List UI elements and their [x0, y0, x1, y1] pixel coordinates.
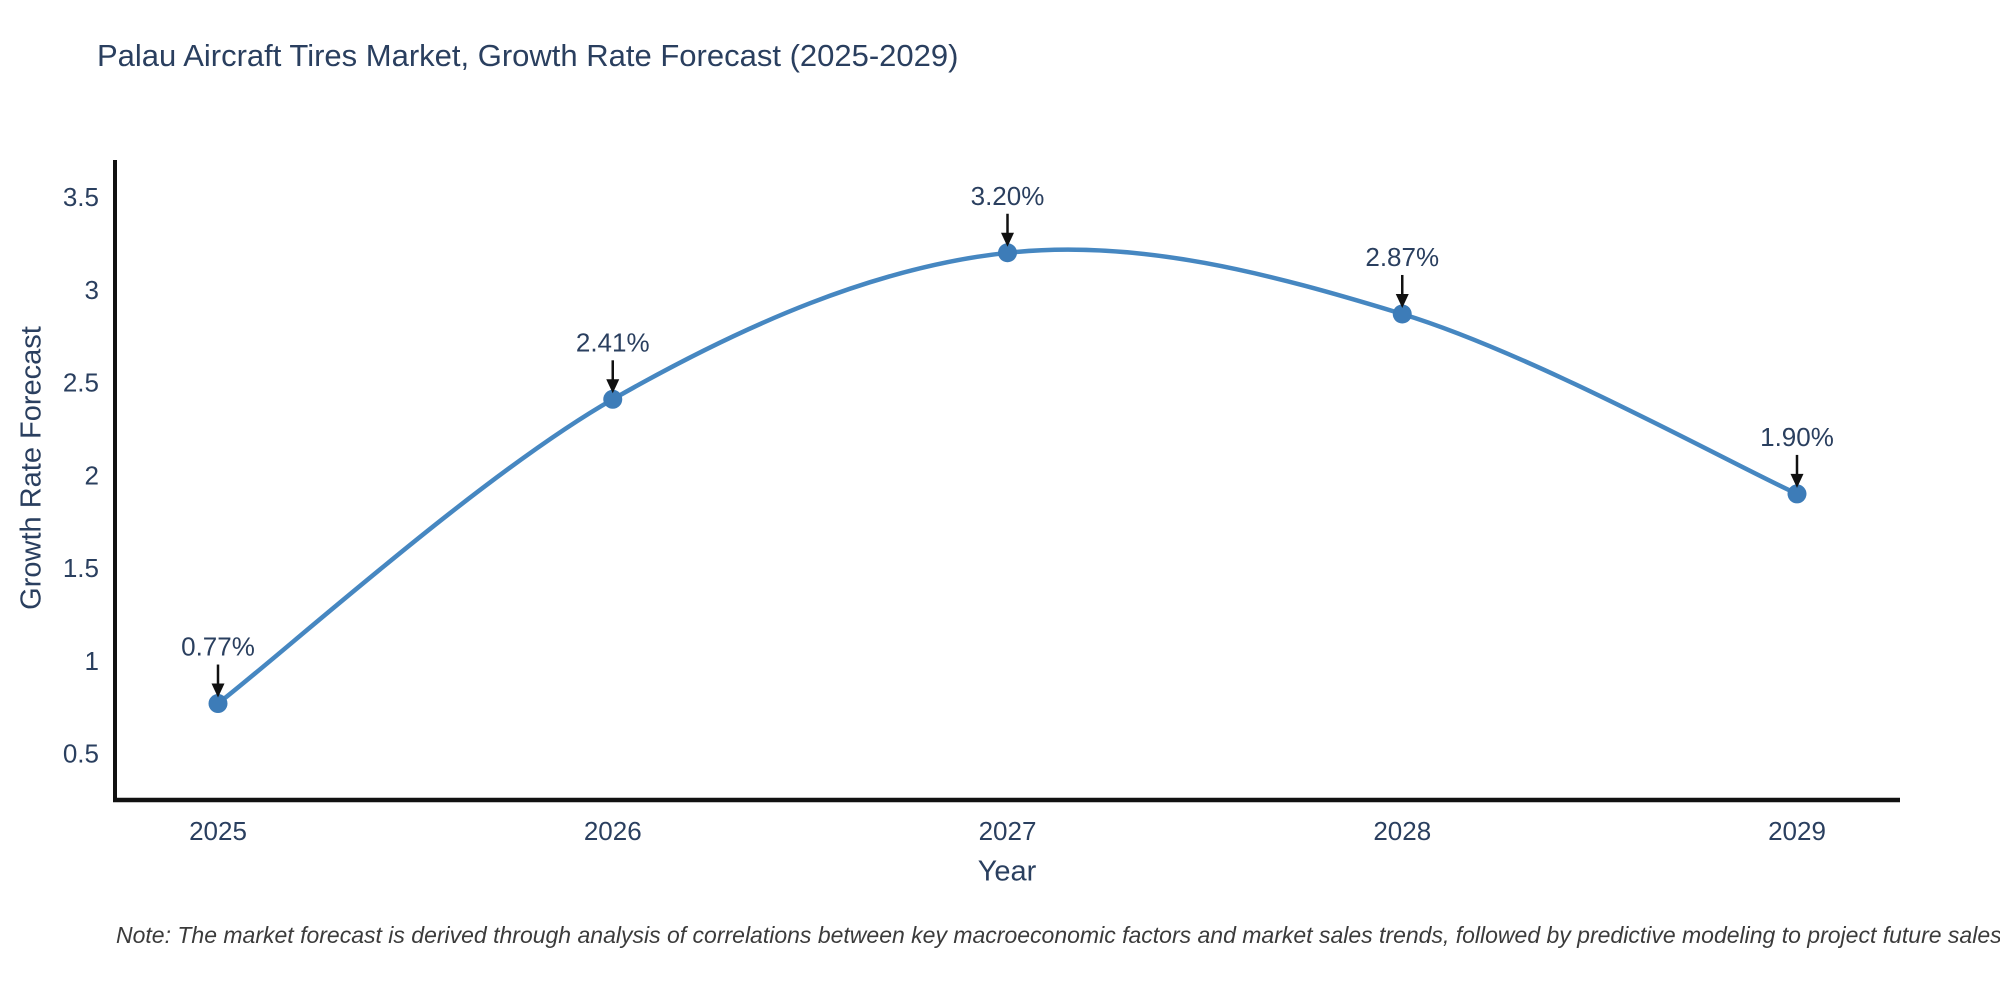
point-annotation: 0.77%	[181, 632, 255, 662]
annotation-arrowhead	[606, 379, 620, 394]
xtick-label: 2026	[584, 816, 642, 846]
forecast-line	[215, 247, 1800, 706]
point-annotation: 2.87%	[1365, 242, 1439, 272]
point-annotation: 1.90%	[1760, 422, 1834, 452]
ytick-label: 2	[85, 460, 99, 490]
ytick-label: 1.5	[63, 553, 99, 583]
footnote: Note: The market forecast is derived thr…	[116, 922, 2000, 948]
data-point[interactable]	[208, 694, 228, 714]
y-axis-title: Growth Rate Forecast	[15, 326, 48, 610]
x-axis-title: Year	[977, 855, 1037, 888]
annotation-arrowhead	[1395, 293, 1409, 308]
annotation-arrowhead	[1001, 232, 1014, 247]
ytick-label: 1	[85, 646, 99, 676]
data-point[interactable]	[603, 389, 623, 409]
point-annotation: 3.20%	[971, 181, 1045, 211]
ytick-label: 0.5	[63, 739, 99, 769]
ytick-label: 3.5	[63, 182, 99, 212]
xtick-label: 2027	[979, 816, 1037, 846]
annotation-arrowhead	[211, 683, 225, 698]
data-point[interactable]	[1787, 484, 1807, 504]
ytick-label: 2.5	[63, 368, 99, 398]
chart-title: Palau Aircraft Tires Market, Growth Rate…	[97, 38, 959, 73]
point-annotation: 2.41%	[576, 327, 650, 357]
xtick-label: 2025	[189, 816, 247, 846]
xtick-label: 2028	[1373, 816, 1431, 846]
xtick-label: 2029	[1768, 816, 1826, 846]
annotation-arrowhead	[1790, 473, 1804, 488]
data-point[interactable]	[998, 243, 1017, 263]
ytick-label: 3	[85, 275, 99, 305]
data-point[interactable]	[1392, 304, 1412, 324]
